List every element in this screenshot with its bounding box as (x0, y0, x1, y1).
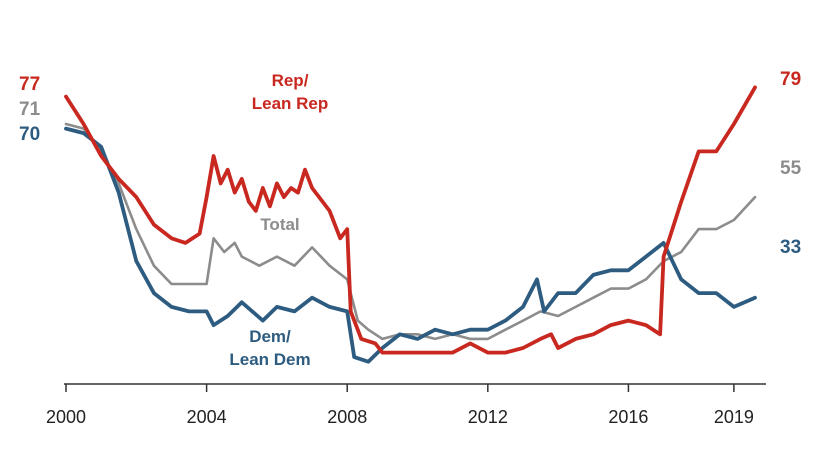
end-value-rep: 79 (780, 69, 801, 90)
start-value-dem: 70 (19, 124, 40, 145)
x-tick-label: 2008 (327, 407, 367, 427)
series-line-dem (64, 126, 757, 364)
series-label-rep: Lean Rep (252, 94, 329, 113)
series-line-rep (64, 85, 757, 355)
x-tick-label: 2019 (714, 407, 754, 427)
series-line-total (64, 122, 757, 341)
series-label-total: Total (260, 215, 299, 234)
start-value-rep: 77 (19, 74, 40, 95)
start-value-total: 71 (19, 99, 41, 120)
x-tick-label: 2000 (46, 407, 86, 427)
end-value-total: 55 (780, 158, 802, 179)
series-label-dem: Lean Dem (229, 350, 310, 369)
x-tick-label: 2012 (468, 407, 508, 427)
x-tick-label: 2004 (187, 407, 227, 427)
label-layer: 77 79 Rep/Lean Rep 71 55 Total 70 33 Dem/Lean De… (19, 69, 802, 369)
end-value-dem: 33 (780, 237, 801, 258)
series-label-dem: Dem/ (249, 327, 291, 346)
x-tick-label: 2016 (608, 407, 648, 427)
series-label-rep: Rep/ (272, 71, 309, 90)
x-axis: 2000 2004 2008 2012 2016 2019 (46, 383, 766, 427)
series-layer (64, 85, 757, 364)
